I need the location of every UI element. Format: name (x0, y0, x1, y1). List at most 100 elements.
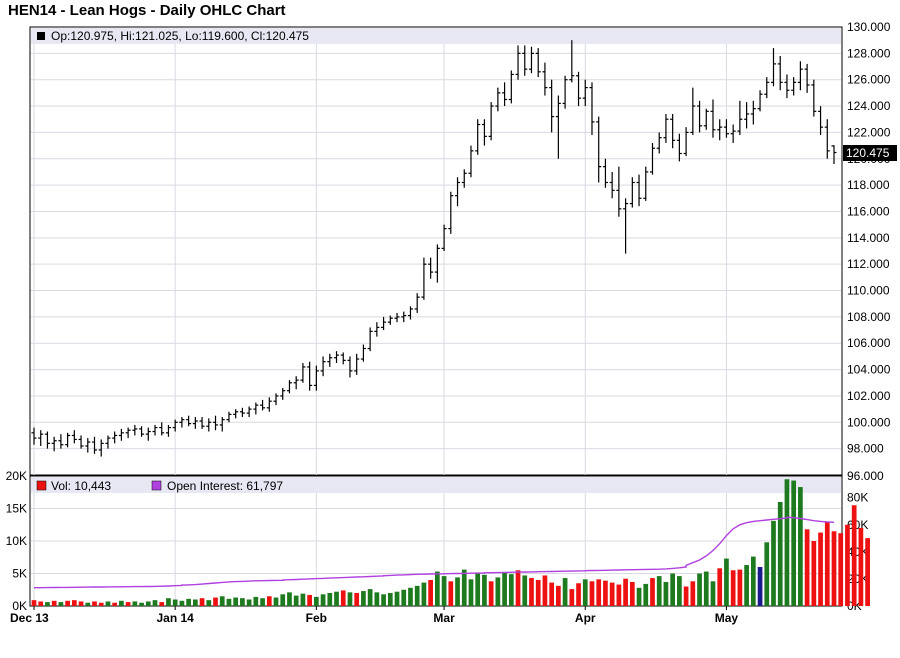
oi-tick-label: 20K (847, 572, 868, 586)
ohlc-bar (300, 363, 306, 383)
ohlc-bar (649, 142, 655, 175)
volume-bar (535, 580, 541, 606)
ohlc-bar (737, 100, 743, 136)
ohlc-bar (522, 45, 528, 76)
ohlc-bar (448, 191, 454, 234)
volume-bar (851, 505, 857, 606)
ohlc-bar (703, 108, 709, 130)
volume-bar (139, 602, 144, 606)
ohlc-bar (172, 419, 178, 432)
ohlc-bar (260, 399, 266, 411)
volume-bar (623, 578, 628, 606)
volume-bar (172, 599, 178, 606)
ohlc-bar (589, 82, 595, 136)
volume-bar (213, 597, 218, 606)
ohlc-bar (481, 119, 487, 146)
ohlc-bar (582, 79, 588, 107)
volume-bar (159, 602, 165, 606)
volume-bar (293, 595, 299, 606)
ohlc-bar (125, 427, 131, 439)
price-tick-label: 118.000 (847, 178, 890, 192)
date-tick-label: Feb (306, 611, 327, 625)
ohlc-bar (683, 127, 689, 157)
volume-bar (320, 594, 326, 606)
ohlc-bar (152, 424, 158, 436)
ohlc-bar (199, 417, 205, 429)
price-grid (31, 44, 841, 475)
ohlc-bar (253, 402, 259, 415)
oi-tick-label: 40K (847, 545, 868, 559)
ohlc-bar (555, 95, 561, 159)
price-tick-label: 98.000 (847, 442, 884, 456)
volume-bar (98, 602, 104, 606)
volume-bar (421, 582, 427, 606)
price-axis: 130.000128.000126.000124.000122.000120.0… (847, 20, 891, 456)
price-tick-label: 104.000 (847, 363, 891, 377)
ohlc-bar (112, 431, 118, 444)
volume-bar (448, 581, 454, 606)
date-tick-label: Jan 14 (156, 611, 194, 625)
oi-tick-label: 80K (847, 491, 868, 505)
volume-bar (757, 567, 763, 606)
ohlc-bar (502, 82, 508, 107)
price-tick-label: 112.000 (847, 257, 890, 271)
volume-bar (663, 581, 669, 606)
oi-legend-swatch (151, 480, 162, 491)
price-tick-label: 128.000 (847, 46, 891, 60)
ohlc-bars (31, 40, 837, 457)
price-legend-swatch (37, 32, 45, 40)
ohlc-bar (145, 427, 151, 441)
volume-bar (334, 591, 339, 606)
volume-bar (589, 581, 595, 606)
ohlc-bar (381, 316, 387, 331)
volume-bar (374, 592, 380, 606)
last-price-tag (843, 145, 897, 161)
volume-bar (650, 578, 655, 606)
ohlc-bar (542, 62, 548, 96)
ohlc-bar (414, 293, 420, 313)
volume-bar (246, 599, 252, 606)
date-tick-label: Dec 13 (10, 611, 49, 625)
volume-bar (582, 579, 588, 606)
ohlc-bar (623, 198, 629, 254)
ohlc-bar (105, 435, 111, 449)
ohlc-bar (663, 113, 669, 143)
ohlc-bar (818, 106, 824, 136)
volume-bar (300, 593, 306, 606)
ohlc-bar (515, 45, 521, 80)
volume-bar (435, 571, 440, 606)
volume-bar (542, 575, 548, 606)
ohlc-bar (186, 415, 192, 427)
volume-bar (31, 600, 37, 606)
ohlc-bar (44, 431, 50, 449)
ohlc-bar (602, 158, 608, 188)
price-tick-label: 102.000 (847, 389, 891, 403)
volume-legend-band (31, 477, 841, 493)
price-tick-label: 116.000 (847, 204, 890, 218)
volume-bar (636, 587, 642, 606)
volume-bar (798, 487, 803, 606)
ohlc-bar (280, 388, 286, 400)
volume-tick-label: 0K (12, 599, 27, 613)
volume-bar (629, 581, 635, 606)
volume-bar (831, 531, 837, 606)
price-tick-label: 108.000 (847, 310, 891, 324)
volume-bar (468, 579, 474, 606)
ohlc-bar (58, 434, 64, 449)
volume-bar (455, 577, 460, 606)
ohlc-bar (744, 102, 750, 129)
ohlc-bar (65, 432, 71, 448)
volume-bar (495, 577, 501, 606)
volume-bar (804, 529, 810, 606)
volume-bar (529, 578, 534, 606)
ohlc-bar (811, 79, 817, 117)
volume-bar (502, 572, 507, 606)
volume-bar (38, 601, 44, 606)
ohlc-bar (51, 436, 57, 452)
ohlc-bar (360, 344, 366, 362)
ohlc-bar (791, 77, 797, 96)
ohlc-bar (777, 55, 783, 91)
volume-bar (730, 570, 736, 606)
price-tick-label: 124.000 (847, 99, 891, 113)
